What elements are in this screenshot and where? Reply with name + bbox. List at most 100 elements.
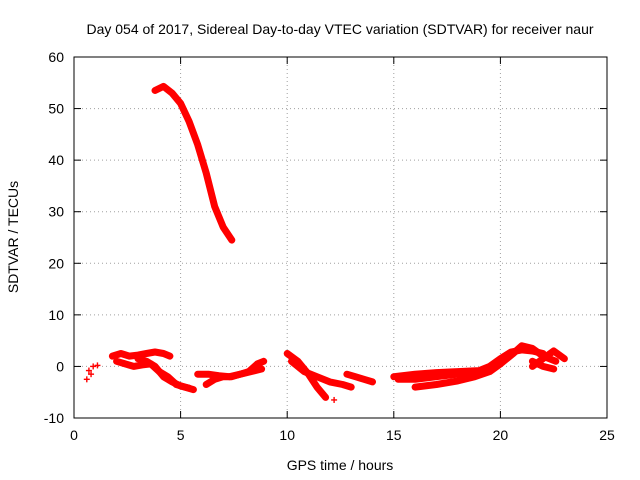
data-point <box>169 90 176 97</box>
data-point <box>529 345 536 352</box>
data-point <box>85 367 92 374</box>
data-point <box>152 348 159 355</box>
data-point <box>152 87 159 94</box>
y-tick-label: 50 <box>48 101 64 117</box>
data-point <box>194 371 201 378</box>
data-point <box>247 368 254 375</box>
data-point <box>314 373 321 380</box>
x-tick-label: 0 <box>70 427 78 443</box>
x-axis-label: GPS time / hours <box>287 457 394 473</box>
data-point <box>220 224 227 231</box>
plot-series <box>83 82 568 403</box>
y-tick-labels: -10 0 10 20 30 40 50 60 <box>44 49 64 426</box>
data-point <box>122 360 129 367</box>
data-point <box>454 371 461 378</box>
data-point <box>109 353 116 360</box>
series-line-arc-h <box>343 370 376 386</box>
x-tick-label: 20 <box>493 427 509 443</box>
data-point <box>94 362 101 369</box>
data-point <box>166 353 173 360</box>
data-point <box>160 373 167 380</box>
data-point <box>288 358 295 365</box>
data-point <box>561 355 568 362</box>
axis-ticks <box>73 56 608 419</box>
data-point <box>301 368 308 375</box>
data-point <box>177 383 184 390</box>
data-point <box>369 378 376 385</box>
chart-title: Day 054 of 2017, Sidereal Day-to-day VTE… <box>86 21 593 37</box>
data-point <box>117 350 124 357</box>
data-point <box>339 381 346 388</box>
data-point <box>152 363 159 370</box>
data-point <box>258 366 265 373</box>
data-point <box>540 355 547 362</box>
data-point <box>518 342 525 349</box>
data-point <box>177 100 184 107</box>
series-line-arc-high <box>151 82 236 244</box>
series-arc-c <box>134 355 193 392</box>
data-point <box>186 118 193 125</box>
grid-lines <box>74 57 607 418</box>
x-tick-labels: 0 5 10 15 20 25 <box>70 427 615 443</box>
data-point <box>331 396 338 403</box>
data-point <box>360 376 367 383</box>
y-axis-label: SDTVAR / TECUs <box>5 181 21 293</box>
y-tick-label: 30 <box>48 204 64 220</box>
data-point <box>412 376 419 383</box>
series-arc-e <box>194 365 266 381</box>
x-tick-label: 25 <box>599 427 615 443</box>
x-tick-label: 15 <box>386 427 402 443</box>
plot-frame <box>73 56 608 419</box>
y-tick-label: 40 <box>48 152 64 168</box>
data-point <box>412 384 419 391</box>
series-arc-k <box>394 362 500 383</box>
data-point <box>205 371 212 378</box>
data-point <box>203 381 210 388</box>
data-point <box>284 350 291 357</box>
data-point <box>90 363 97 370</box>
data-point <box>215 372 222 379</box>
x-tick-label: 5 <box>177 427 185 443</box>
data-point <box>433 381 440 388</box>
data-point <box>395 376 402 383</box>
data-point <box>352 373 359 380</box>
data-point <box>134 355 141 362</box>
data-point <box>126 353 133 360</box>
series-arc-g <box>288 357 355 391</box>
y-tick-label: 60 <box>48 49 64 65</box>
data-point <box>211 203 218 210</box>
data-point <box>143 358 150 365</box>
x-tick-label: 10 <box>279 427 295 443</box>
data-point <box>260 358 267 365</box>
data-point <box>228 237 235 244</box>
data-point <box>226 373 233 380</box>
data-point <box>169 378 176 385</box>
y-tick-label: 10 <box>48 307 64 323</box>
data-point <box>203 170 210 177</box>
data-point <box>254 360 261 367</box>
data-point <box>529 358 536 365</box>
y-tick-label: -10 <box>44 410 64 426</box>
data-point <box>326 378 333 385</box>
data-point <box>550 366 557 373</box>
data-point <box>143 350 150 357</box>
data-point <box>160 83 167 90</box>
data-point <box>322 394 329 401</box>
data-point <box>510 350 517 357</box>
data-point <box>113 358 120 365</box>
data-point <box>194 141 201 148</box>
data-point <box>343 371 350 378</box>
data-point <box>552 358 559 365</box>
data-point <box>237 371 244 378</box>
data-point <box>88 371 95 378</box>
data-point <box>550 347 557 354</box>
y-tick-label: 0 <box>56 358 64 374</box>
series-arc-m <box>528 357 558 373</box>
data-point <box>454 377 461 384</box>
data-point <box>348 384 355 391</box>
data-point <box>433 373 440 380</box>
series-line-arc-c <box>134 355 193 392</box>
y-tick-label: 20 <box>48 255 64 271</box>
data-point <box>476 368 483 375</box>
